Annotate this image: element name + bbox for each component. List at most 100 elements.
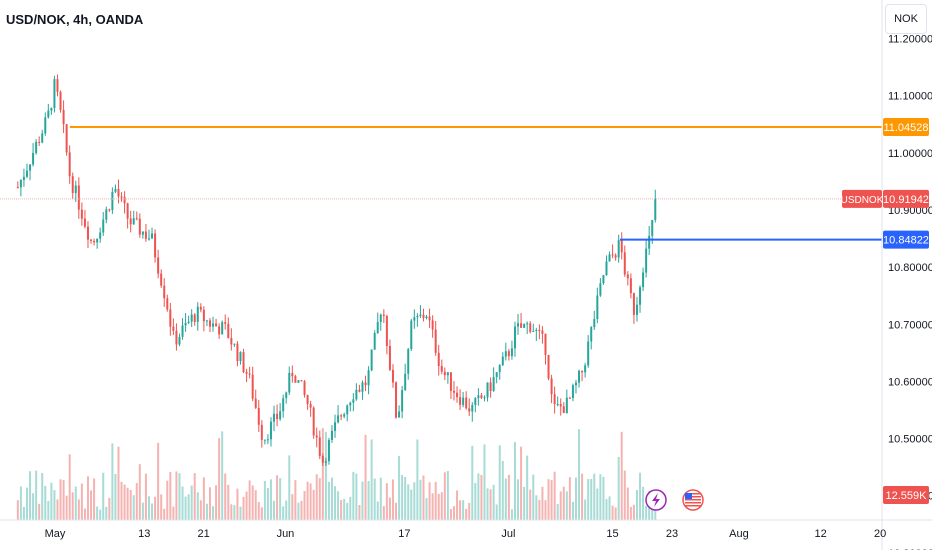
candle-body bbox=[395, 382, 398, 418]
candle bbox=[629, 273, 632, 299]
candle-body bbox=[74, 185, 77, 193]
lightning-icon[interactable] bbox=[645, 489, 667, 511]
volume-bar bbox=[291, 494, 294, 520]
candle-body bbox=[71, 176, 74, 193]
candle-body bbox=[651, 220, 654, 236]
volume-bar bbox=[495, 504, 498, 520]
candle bbox=[559, 398, 562, 416]
candle bbox=[254, 389, 257, 410]
candle-body bbox=[147, 238, 150, 240]
candle-body bbox=[645, 248, 648, 273]
candle-body bbox=[77, 185, 80, 210]
candle-body bbox=[132, 218, 135, 225]
volume-bar bbox=[16, 500, 19, 520]
volume-bar bbox=[144, 473, 147, 520]
candle bbox=[242, 348, 245, 374]
candle bbox=[358, 384, 361, 393]
us-flag-icon[interactable] bbox=[682, 489, 704, 511]
candle bbox=[117, 179, 120, 204]
candle-body bbox=[593, 319, 596, 328]
candle bbox=[108, 208, 111, 213]
candle-body bbox=[477, 395, 480, 399]
chart-title: USD/NOK, 4h, OANDA bbox=[6, 12, 144, 27]
time-tick-label: 12 bbox=[815, 528, 827, 540]
candle bbox=[47, 103, 50, 119]
candle-body bbox=[181, 325, 184, 337]
volume-bar bbox=[507, 474, 510, 520]
candle-body bbox=[117, 188, 120, 197]
volume-bar bbox=[175, 471, 178, 520]
volume-bar bbox=[126, 487, 129, 520]
candle bbox=[208, 317, 211, 333]
symbol-badge bbox=[842, 189, 882, 208]
volume-bar bbox=[413, 482, 416, 520]
candle bbox=[330, 425, 333, 444]
candle-body bbox=[47, 110, 50, 118]
volume-bar bbox=[535, 495, 538, 520]
candle bbox=[123, 191, 126, 214]
volume-bar bbox=[276, 475, 279, 520]
candle-body bbox=[135, 218, 138, 220]
candle bbox=[86, 221, 89, 249]
candle bbox=[324, 457, 327, 466]
candle bbox=[452, 381, 455, 401]
candle bbox=[355, 383, 358, 401]
candle-body bbox=[41, 133, 44, 143]
candle-body bbox=[590, 327, 593, 342]
candle-body bbox=[401, 390, 404, 412]
candle bbox=[617, 234, 620, 263]
volume-bar bbox=[22, 506, 25, 520]
volume-bar bbox=[428, 482, 431, 520]
candle-body bbox=[440, 366, 443, 372]
volume-bar bbox=[629, 506, 632, 520]
volume-bar bbox=[132, 495, 135, 520]
candle-body bbox=[330, 430, 333, 440]
volume-bar bbox=[263, 481, 266, 520]
candle-body bbox=[431, 320, 434, 330]
candle-body bbox=[602, 275, 605, 284]
candle bbox=[282, 394, 285, 418]
volume-bar bbox=[236, 488, 239, 520]
volume-bar bbox=[355, 473, 358, 520]
candle-body bbox=[452, 390, 455, 393]
candle-body bbox=[654, 198, 657, 221]
candle bbox=[584, 362, 587, 378]
candle-body bbox=[126, 203, 129, 219]
candle bbox=[224, 314, 227, 330]
candle-body bbox=[166, 298, 169, 310]
candle bbox=[416, 313, 419, 327]
candle-body bbox=[105, 209, 108, 220]
candle bbox=[294, 374, 297, 383]
candle bbox=[288, 366, 291, 396]
flag-stripe bbox=[685, 499, 701, 501]
volume-bar bbox=[300, 500, 303, 520]
volume-bar bbox=[99, 509, 102, 520]
candle-body bbox=[382, 314, 385, 317]
candle bbox=[266, 434, 269, 445]
candle bbox=[90, 239, 93, 244]
volume-bar bbox=[376, 501, 379, 520]
candle-body bbox=[93, 240, 96, 243]
volume-bar bbox=[626, 487, 629, 520]
time-tick-label: 15 bbox=[606, 528, 618, 540]
candle bbox=[99, 227, 102, 243]
candle-body bbox=[193, 314, 196, 322]
candle-body bbox=[617, 240, 620, 258]
candle bbox=[388, 339, 391, 372]
candle-body bbox=[559, 404, 562, 407]
candle-body bbox=[32, 152, 35, 165]
candle-body bbox=[208, 320, 211, 327]
volume-bar bbox=[541, 486, 544, 520]
candle bbox=[260, 420, 263, 448]
candle bbox=[221, 320, 224, 335]
volume-bar bbox=[568, 477, 571, 520]
price-tick-label: 11.10000 bbox=[888, 91, 932, 103]
candle-body bbox=[571, 385, 574, 399]
candle bbox=[642, 267, 645, 291]
candle bbox=[193, 313, 196, 326]
volume-bar bbox=[471, 445, 474, 520]
currency-button[interactable]: NOK bbox=[885, 4, 927, 34]
candle bbox=[166, 294, 169, 312]
volume-bar bbox=[208, 487, 211, 520]
